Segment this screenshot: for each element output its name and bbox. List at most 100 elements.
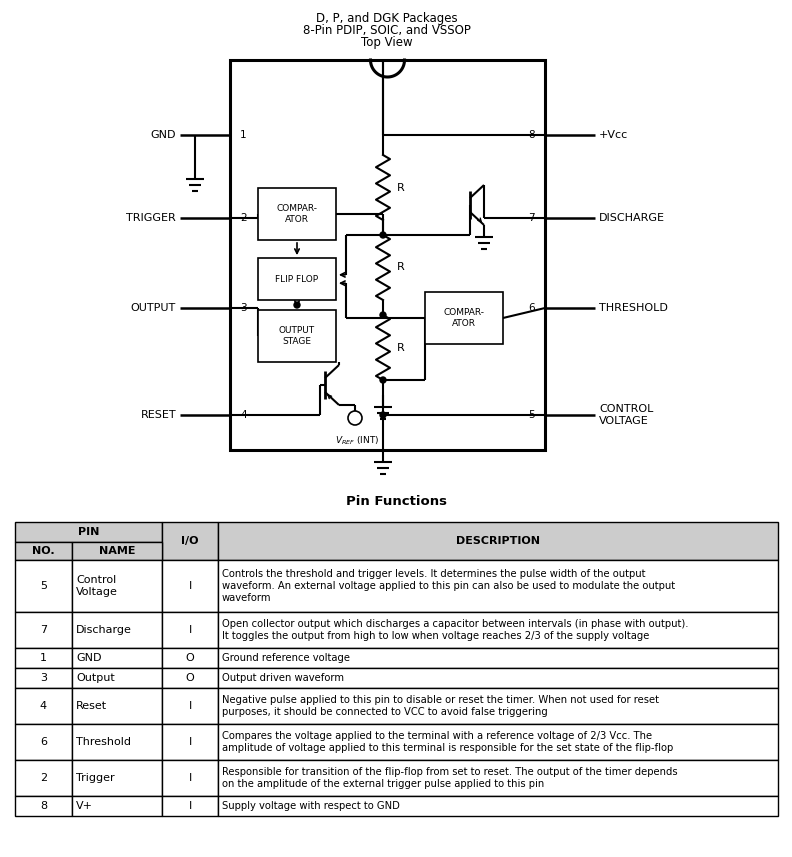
Text: $V_{REF}$ (INT): $V_{REF}$ (INT) xyxy=(335,434,379,446)
Text: OUTPUT: OUTPUT xyxy=(131,303,176,313)
Text: Control
Voltage: Control Voltage xyxy=(76,575,118,596)
Text: Controls the threshold and trigger levels. It determines the pulse width of the : Controls the threshold and trigger level… xyxy=(222,569,675,602)
Circle shape xyxy=(380,312,386,318)
Text: NAME: NAME xyxy=(99,546,135,556)
Text: DESCRIPTION: DESCRIPTION xyxy=(456,536,540,546)
Bar xyxy=(218,612,778,648)
Text: Discharge: Discharge xyxy=(76,625,132,635)
Circle shape xyxy=(380,232,386,238)
Bar xyxy=(425,292,503,344)
Text: COMPAR-
ATOR: COMPAR- ATOR xyxy=(276,204,318,224)
Circle shape xyxy=(380,412,386,418)
Bar xyxy=(218,560,778,612)
Circle shape xyxy=(294,302,300,308)
Text: R: R xyxy=(397,183,405,193)
Bar xyxy=(15,724,72,760)
Bar xyxy=(218,796,778,816)
Text: Trigger: Trigger xyxy=(76,773,115,783)
Text: I: I xyxy=(188,737,192,747)
Bar xyxy=(162,760,218,796)
Text: 6: 6 xyxy=(40,737,47,747)
Bar xyxy=(15,542,72,560)
Bar xyxy=(15,560,72,612)
Text: 8: 8 xyxy=(40,801,47,811)
Text: Reset: Reset xyxy=(76,701,107,711)
Bar xyxy=(72,760,162,796)
Text: PIN: PIN xyxy=(78,527,99,537)
Bar xyxy=(162,648,218,668)
Text: OUTPUT
STAGE: OUTPUT STAGE xyxy=(279,327,315,345)
Bar xyxy=(15,688,72,724)
Bar xyxy=(15,760,72,796)
Text: I: I xyxy=(188,773,192,783)
Bar xyxy=(162,724,218,760)
Text: 7: 7 xyxy=(40,625,47,635)
Text: O: O xyxy=(185,673,194,683)
Text: Top View: Top View xyxy=(361,36,413,49)
Text: Responsible for transition of the flip-flop from set to reset. The output of the: Responsible for transition of the flip-f… xyxy=(222,767,678,788)
Bar xyxy=(162,688,218,724)
Bar xyxy=(72,724,162,760)
Text: O: O xyxy=(185,653,194,663)
Circle shape xyxy=(380,377,386,383)
Text: 5: 5 xyxy=(528,410,535,420)
Bar xyxy=(15,648,72,668)
Text: Output driven waveform: Output driven waveform xyxy=(222,673,344,683)
Bar xyxy=(258,258,336,300)
Text: Supply voltage with respect to GND: Supply voltage with respect to GND xyxy=(222,801,400,811)
Text: +Vcc: +Vcc xyxy=(599,130,628,140)
Text: 1: 1 xyxy=(240,130,246,140)
Text: Output: Output xyxy=(76,673,115,683)
Text: I: I xyxy=(188,801,192,811)
Bar xyxy=(162,560,218,612)
Bar xyxy=(218,522,778,560)
Text: 3: 3 xyxy=(40,673,47,683)
Text: GND: GND xyxy=(76,653,101,663)
Text: 8: 8 xyxy=(528,130,535,140)
Text: 7: 7 xyxy=(528,213,535,223)
Text: THRESHOLD: THRESHOLD xyxy=(599,303,668,313)
Bar xyxy=(72,648,162,668)
Bar xyxy=(15,668,72,688)
Text: 8-Pin PDIP, SOIC, and VSSOP: 8-Pin PDIP, SOIC, and VSSOP xyxy=(303,24,471,37)
Text: I: I xyxy=(188,625,192,635)
Text: 2: 2 xyxy=(240,213,246,223)
Bar xyxy=(72,688,162,724)
Text: 4: 4 xyxy=(40,701,47,711)
Text: 3: 3 xyxy=(240,303,246,313)
Text: I: I xyxy=(188,701,192,711)
Text: R: R xyxy=(397,262,405,273)
Text: Threshold: Threshold xyxy=(76,737,131,747)
Bar xyxy=(15,796,72,816)
Text: D, P, and DGK Packages: D, P, and DGK Packages xyxy=(316,12,458,25)
Bar xyxy=(218,760,778,796)
Bar xyxy=(72,542,162,560)
Text: DISCHARGE: DISCHARGE xyxy=(599,213,665,223)
Text: I: I xyxy=(188,581,192,591)
Bar xyxy=(162,612,218,648)
Text: I/O: I/O xyxy=(181,536,199,546)
Bar xyxy=(258,310,336,362)
Text: NO.: NO. xyxy=(32,546,55,556)
Text: 1: 1 xyxy=(40,653,47,663)
Text: Compares the voltage applied to the terminal with a reference voltage of 2/3 Vcc: Compares the voltage applied to the term… xyxy=(222,731,673,752)
Bar xyxy=(258,188,336,240)
Text: FLIP FLOP: FLIP FLOP xyxy=(276,274,318,284)
Text: V+: V+ xyxy=(76,801,93,811)
Bar xyxy=(218,688,778,724)
Text: Negative pulse applied to this pin to disable or reset the timer. When not used : Negative pulse applied to this pin to di… xyxy=(222,695,659,716)
Bar xyxy=(15,522,162,542)
Text: 6: 6 xyxy=(528,303,535,313)
Bar xyxy=(15,612,72,648)
Text: TRIGGER: TRIGGER xyxy=(126,213,176,223)
Bar xyxy=(162,796,218,816)
Bar xyxy=(72,560,162,612)
Bar xyxy=(162,668,218,688)
Text: Ground reference voltage: Ground reference voltage xyxy=(222,653,350,663)
Bar xyxy=(72,796,162,816)
Text: Pin Functions: Pin Functions xyxy=(346,495,447,508)
Text: RESET: RESET xyxy=(140,410,176,420)
Bar xyxy=(162,522,218,560)
Text: GND: GND xyxy=(150,130,176,140)
Text: 2: 2 xyxy=(40,773,47,783)
